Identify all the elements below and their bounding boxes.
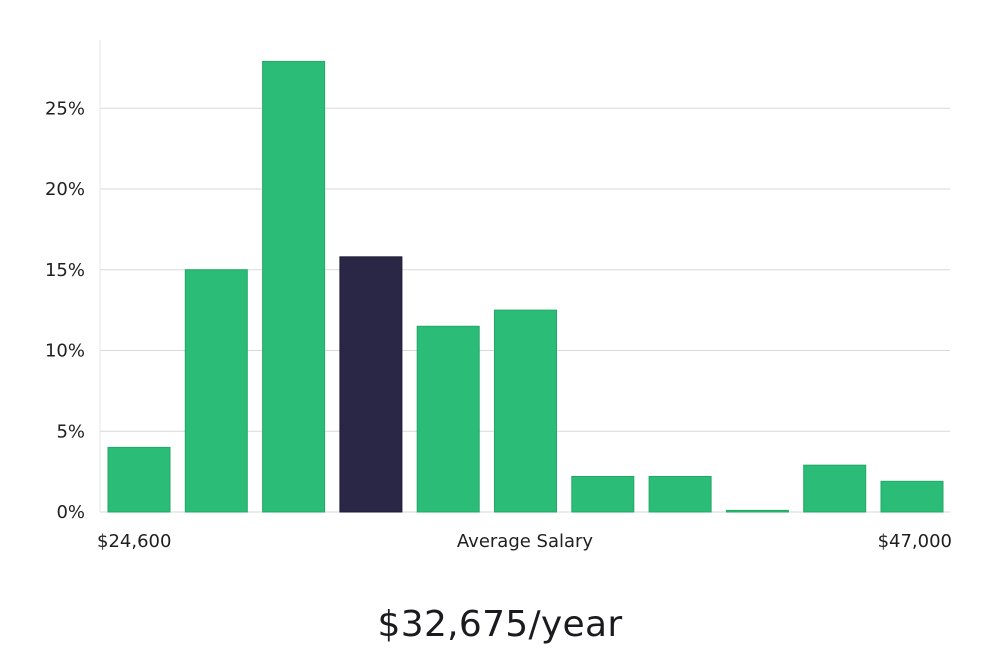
bar [803, 464, 867, 513]
y-tick-label: 15% [45, 260, 85, 281]
bar [184, 269, 248, 513]
bar [648, 475, 712, 513]
x-min-label: $24,600 [97, 531, 171, 552]
y-tick-label: 25% [45, 98, 85, 119]
y-tick-label: 0% [56, 502, 85, 523]
y-tick-labels: 0% 5% 10% 15% 20% 25% [45, 98, 85, 523]
y-tick-label: 20% [45, 179, 85, 200]
x-max-label: $47,000 [878, 531, 952, 552]
bars [107, 60, 944, 513]
x-axis-title: Average Salary [457, 531, 594, 552]
bar [262, 60, 326, 513]
bar [880, 480, 944, 513]
bar [725, 509, 789, 513]
bar [107, 446, 171, 513]
y-tick-label: 10% [45, 341, 85, 362]
average-salary-value: $32,675/year [377, 604, 623, 645]
y-tick-label: 5% [56, 421, 85, 442]
salary-histogram: 0%5%10%15%20%25% $24,600 Average Salary … [45, 40, 952, 552]
bar-highlighted [339, 256, 403, 513]
bar [416, 325, 480, 513]
bar [494, 309, 557, 513]
bar [571, 475, 635, 513]
